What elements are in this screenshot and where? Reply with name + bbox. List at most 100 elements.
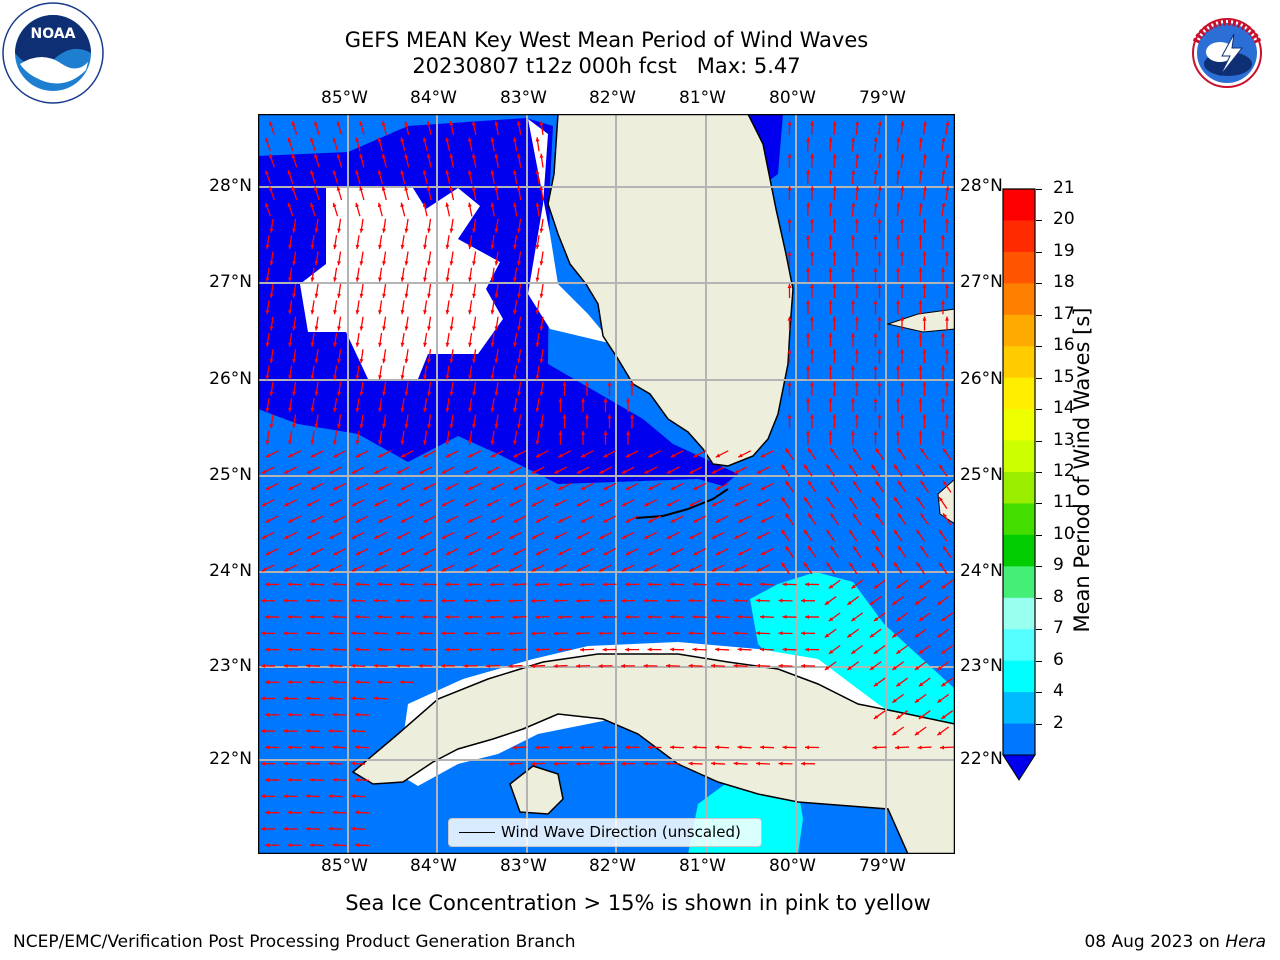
wave-direction-arrow-head (851, 169, 856, 175)
wave-direction-arrow-head (287, 777, 292, 782)
wave-direction-arrow-head (306, 728, 311, 733)
wave-direction-arrow-head (373, 598, 378, 603)
wave-direction-arrow-head (737, 647, 742, 652)
wave-direction-arrow-head (535, 745, 540, 750)
colorbar-tick-mark (1036, 409, 1042, 411)
wave-direction-arrow-head (400, 486, 406, 490)
wave-direction-arrow-head (355, 309, 360, 315)
wave-direction-arrow-head (400, 614, 405, 619)
wave-direction-arrow-head (400, 518, 406, 523)
wave-direction-arrow-head (404, 228, 409, 233)
wave-direction-arrow-head (310, 342, 315, 347)
wave-direction-arrow-head (830, 546, 835, 551)
colorbar-segment (1003, 629, 1035, 662)
wave-direction-arrow-head (396, 663, 401, 668)
wave-direction-arrow-head (808, 448, 812, 453)
wave-direction-arrow-head (785, 546, 790, 551)
wave-direction-arrow-head (804, 562, 808, 567)
colorbar-tick-mark (1036, 723, 1042, 725)
wave-direction-arrow-head (261, 729, 266, 734)
wave-direction-arrow-head (306, 696, 311, 701)
lon-tick-top: 85°W (321, 88, 368, 108)
wave-direction-arrow-head (531, 469, 537, 474)
wave-direction-arrow-head (805, 647, 810, 652)
wave-direction-arrow-head (310, 486, 316, 490)
wave-direction-arrow-head (896, 202, 901, 207)
wave-direction-arrow-head (851, 267, 855, 272)
wave-direction-arrow-head (378, 342, 383, 347)
wave-direction-arrow-head (517, 121, 521, 126)
colorbar-tick-mark (1036, 692, 1042, 694)
lat-tick-left: 28°N (209, 176, 252, 196)
wave-direction-arrow-head (355, 647, 360, 652)
wave-direction-arrow-head (310, 810, 315, 815)
wave-direction-arrow-head (400, 680, 405, 685)
wave-direction-arrow-head (945, 414, 949, 419)
wave-direction-arrow-head (422, 170, 427, 175)
wave-direction-arrow-head (603, 398, 608, 403)
wave-direction-arrow-head (922, 316, 927, 321)
wave-direction-arrow-head (332, 582, 337, 587)
wave-direction-arrow-head (490, 453, 496, 458)
wave-direction-arrow-head (806, 430, 810, 435)
wave-direction-arrow-head (869, 666, 875, 671)
wave-direction-arrow-head (333, 277, 338, 282)
wave-direction-arrow-head (445, 202, 450, 207)
wave-direction-arrow-head (337, 293, 342, 298)
wave-direction-arrow-head (806, 300, 810, 305)
wave-direction-arrow-head (468, 440, 473, 445)
wave-direction-arrow-head (869, 600, 875, 605)
wave-direction-arrow-head (715, 582, 720, 587)
wave-direction-arrow-head (427, 293, 432, 298)
wave-direction-arrow-head (621, 761, 626, 766)
wave-direction-arrow-head (580, 486, 586, 490)
wave-direction-arrow-head (603, 486, 608, 490)
wave-direction-arrow-head (486, 502, 492, 507)
wave-direction-arrow-head (396, 469, 402, 474)
lon-tick-bottom: 79°W (859, 856, 906, 876)
wave-direction-arrow-head (423, 486, 428, 490)
wave-direction-arrow-head (760, 582, 765, 587)
wave-direction-arrow-head (373, 696, 378, 701)
wave-direction-arrow-head (423, 551, 428, 555)
wave-direction-arrow-head (832, 218, 837, 223)
lat-tick-left: 26°N (209, 369, 252, 389)
wave-direction-arrow-head (378, 453, 383, 458)
wave-direction-arrow-head (404, 261, 409, 266)
wave-direction-arrow-head (621, 535, 627, 539)
wave-direction-arrow-head (782, 745, 787, 750)
wave-direction-arrow-head (877, 186, 882, 191)
wave-direction-arrow-head (468, 309, 473, 315)
wave-direction-arrow-head (269, 358, 274, 364)
wave-direction-arrow-head (261, 696, 266, 701)
wave-direction-arrow-head (265, 137, 269, 143)
wave-direction-arrow-head (292, 261, 297, 266)
wave-direction-arrow-head (943, 448, 947, 453)
wave-direction-arrow-head (265, 407, 270, 413)
wave-direction-arrow-head (918, 137, 923, 142)
wave-direction-arrow-head (310, 712, 315, 717)
wave-direction-arrow-head (941, 169, 946, 175)
wave-direction-arrow-head (851, 430, 855, 435)
wave-direction-arrow-head (355, 202, 360, 208)
wave-direction-arrow-head (688, 663, 693, 668)
wave-direction-arrow-head (396, 502, 402, 507)
wave-direction-arrow-head (306, 794, 311, 799)
legend-line-swatch (459, 832, 495, 833)
wave-direction-arrow-head (941, 714, 946, 719)
wave-direction-arrow-head (711, 663, 716, 668)
wave-direction-arrow-head (445, 582, 450, 587)
wave-direction-arrow-head (711, 567, 717, 572)
wave-direction-arrow-head (445, 244, 450, 250)
wave-direction-arrow-head (922, 251, 927, 256)
wave-direction-arrow-head (787, 153, 792, 158)
wave-direction-arrow-head (648, 518, 653, 523)
wave-direction-arrow-head (512, 615, 517, 620)
wave-direction-arrow-head (760, 551, 766, 555)
wave-direction-arrow-head (517, 186, 521, 191)
wave-direction-arrow-head (918, 365, 923, 370)
wave-direction-arrow-head (400, 407, 405, 413)
colorbar-under-triangle (1002, 754, 1036, 781)
wave-direction-arrow-head (464, 535, 469, 539)
wave-direction-arrow-head (851, 617, 856, 622)
